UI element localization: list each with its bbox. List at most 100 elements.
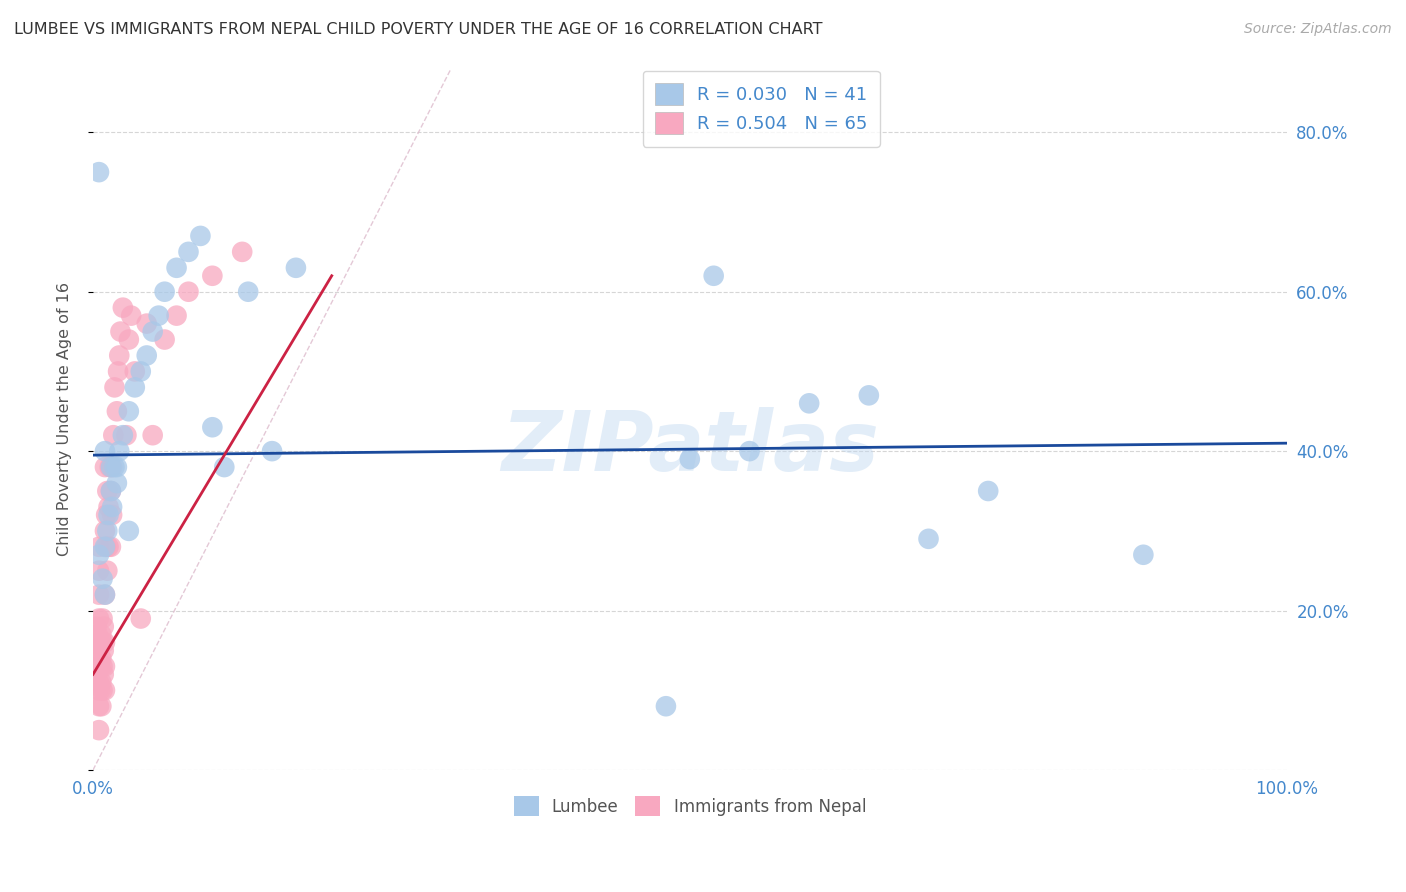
Point <box>129 364 152 378</box>
Point <box>118 524 141 538</box>
Point <box>142 325 165 339</box>
Point <box>94 508 117 522</box>
Point <box>124 364 146 378</box>
Point <box>89 683 111 698</box>
Point <box>108 349 131 363</box>
Text: ZIPatlas: ZIPatlas <box>501 407 879 488</box>
Point <box>94 540 117 554</box>
Point <box>87 635 110 649</box>
Text: LUMBEE VS IMMIGRANTS FROM NEPAL CHILD POVERTY UNDER THE AGE OF 16 CORRELATION CH: LUMBEE VS IMMIGRANTS FROM NEPAL CHILD PO… <box>14 22 823 37</box>
Point <box>87 651 110 665</box>
Point <box>100 483 122 498</box>
Point <box>101 460 124 475</box>
Point <box>100 483 122 498</box>
Point <box>94 635 117 649</box>
Point <box>129 611 152 625</box>
Point <box>93 643 115 657</box>
Point <box>111 301 134 315</box>
Point <box>166 309 188 323</box>
Point <box>91 659 114 673</box>
Point <box>105 404 128 418</box>
Point <box>190 228 212 243</box>
Point <box>135 349 157 363</box>
Point <box>84 643 107 657</box>
Point <box>87 699 110 714</box>
Point <box>87 548 110 562</box>
Point <box>93 619 115 633</box>
Point <box>103 460 125 475</box>
Point <box>91 611 114 625</box>
Text: Source: ZipAtlas.com: Source: ZipAtlas.com <box>1244 22 1392 37</box>
Point <box>284 260 307 275</box>
Point <box>91 683 114 698</box>
Point <box>87 723 110 738</box>
Point <box>103 428 125 442</box>
Point <box>738 444 761 458</box>
Point <box>87 683 110 698</box>
Point <box>703 268 725 283</box>
Point <box>91 635 114 649</box>
Point <box>94 588 117 602</box>
Point <box>98 460 121 475</box>
Point <box>87 611 110 625</box>
Point <box>86 619 108 633</box>
Point <box>115 428 138 442</box>
Point <box>214 460 236 475</box>
Point <box>105 476 128 491</box>
Point <box>94 588 117 602</box>
Point <box>94 659 117 673</box>
Point <box>108 444 131 458</box>
Point <box>100 540 122 554</box>
Point <box>105 460 128 475</box>
Point <box>177 285 200 299</box>
Point <box>101 508 124 522</box>
Point <box>142 428 165 442</box>
Point <box>91 572 114 586</box>
Point <box>90 699 112 714</box>
Point <box>96 564 118 578</box>
Point <box>120 309 142 323</box>
Point <box>177 244 200 259</box>
Point <box>799 396 821 410</box>
Point <box>94 460 117 475</box>
Point <box>87 564 110 578</box>
Point <box>94 683 117 698</box>
Point <box>87 165 110 179</box>
Point <box>118 404 141 418</box>
Point <box>858 388 880 402</box>
Point <box>90 675 112 690</box>
Point <box>93 667 115 681</box>
Point <box>231 244 253 259</box>
Point <box>96 524 118 538</box>
Point <box>679 452 702 467</box>
Point <box>90 651 112 665</box>
Y-axis label: Child Poverty Under the Age of 16: Child Poverty Under the Age of 16 <box>58 282 72 557</box>
Point <box>166 260 188 275</box>
Point <box>260 444 283 458</box>
Point <box>96 483 118 498</box>
Point <box>153 285 176 299</box>
Point <box>977 483 1000 498</box>
Point <box>103 380 125 394</box>
Point <box>94 540 117 554</box>
Point <box>153 333 176 347</box>
Point <box>101 500 124 514</box>
Point <box>86 667 108 681</box>
Point <box>110 325 132 339</box>
Point <box>94 524 117 538</box>
Point <box>89 659 111 673</box>
Point <box>100 460 122 475</box>
Point <box>135 317 157 331</box>
Legend: Lumbee, Immigrants from Nepal: Lumbee, Immigrants from Nepal <box>505 788 875 825</box>
Point <box>201 268 224 283</box>
Point <box>94 444 117 458</box>
Point <box>917 532 939 546</box>
Point <box>97 500 120 514</box>
Point <box>111 428 134 442</box>
Point <box>201 420 224 434</box>
Point <box>87 588 110 602</box>
Point <box>87 675 110 690</box>
Point <box>89 635 111 649</box>
Point <box>238 285 260 299</box>
Point <box>107 364 129 378</box>
